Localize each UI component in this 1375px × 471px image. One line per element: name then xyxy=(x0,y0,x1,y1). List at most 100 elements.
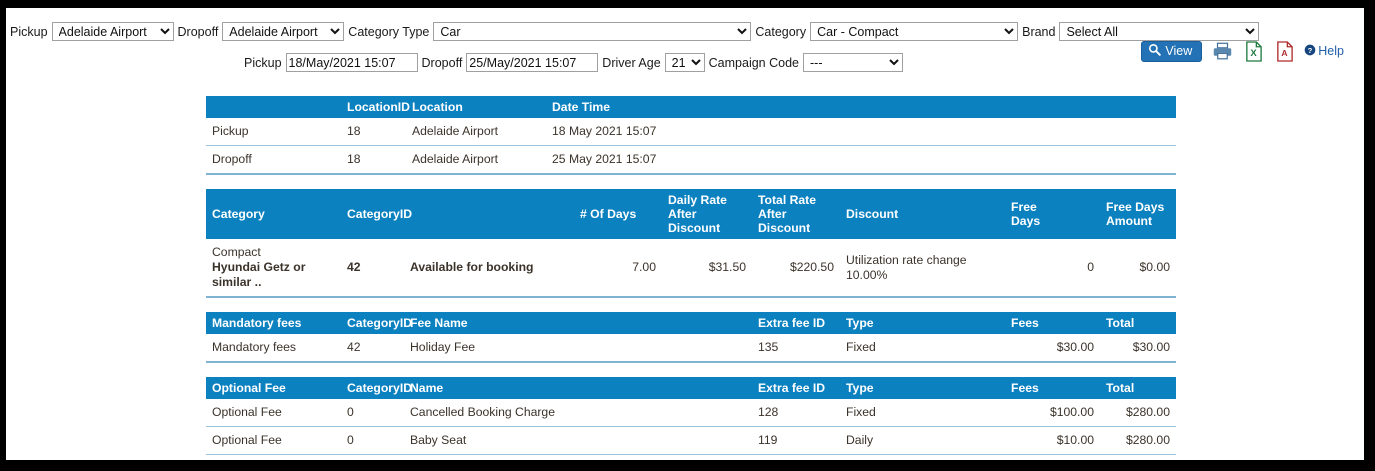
rate-th-free-days-amount: Free Days Amount xyxy=(1100,189,1176,239)
pdf-export-icon[interactable]: A xyxy=(1273,40,1295,62)
rate-th-num-days: # Of Days xyxy=(574,189,662,239)
rate-cell-category: Compact Hyundai Getz or similar .. xyxy=(206,239,341,298)
location-cell-kind: Pickup xyxy=(206,118,341,146)
optional-cell-extra-fee-id: 120 xyxy=(752,454,840,460)
view-button[interactable]: View xyxy=(1141,40,1203,62)
brand-label: Brand xyxy=(1022,24,1056,39)
table-row: Dropoff 18 Adelaide Airport 25 May 2021 … xyxy=(206,145,1176,175)
location-table: LocationID Location Date Time Pickup 18 … xyxy=(206,96,1176,175)
rate-cell-discount: Utilization rate change 10.00% xyxy=(840,239,1005,298)
category-type-label: Category Type xyxy=(348,24,430,39)
mandatory-cell-category-id: 42 xyxy=(341,334,404,363)
optional-cell-type: Fixed xyxy=(840,399,1005,427)
svg-text:?: ? xyxy=(1308,45,1313,54)
optional-th-total: Total xyxy=(1100,377,1176,399)
table-row: Mandatory fees 42 Holiday Fee 135 Fixed … xyxy=(206,334,1176,363)
table-row: Pickup 18 Adelaide Airport 18 May 2021 1… xyxy=(206,118,1176,146)
dropoff-datetime-input[interactable] xyxy=(466,53,599,72)
mandatory-th-extra-fee-id: Extra fee ID xyxy=(752,312,840,334)
rate-th-discount: Discount xyxy=(840,189,1005,239)
svg-text:A: A xyxy=(1281,48,1287,58)
category-type-select[interactable]: Car xyxy=(433,22,752,41)
mandatory-cell-type: Fixed xyxy=(840,334,1005,363)
svg-text:X: X xyxy=(1250,48,1257,59)
optional-cell-name: Cancelled Booking Charge xyxy=(404,399,752,427)
rate-th-daily-rate: Daily Rate After Discount xyxy=(662,189,752,239)
mandatory-th-fee-name: Fee Name xyxy=(404,312,752,334)
pickup-location-select[interactable]: Adelaide Airport xyxy=(51,22,174,41)
optional-fee-table: Optional Fee CategoryID Name Extra fee I… xyxy=(206,377,1176,460)
optional-cell-name: Baby Seat xyxy=(404,426,752,455)
report-page: Pickup Adelaide Airport Dropoff Adelaide… xyxy=(6,8,1364,460)
dropoff-location-label: Dropoff xyxy=(177,24,219,39)
location-cell-id: 18 xyxy=(341,118,406,146)
dropoff-datetime-label: Dropoff xyxy=(421,55,463,70)
campaign-code-select[interactable]: --- xyxy=(803,53,903,72)
pickup-location-label: Pickup xyxy=(10,24,48,39)
mandatory-cell-fee-name: Holiday Fee xyxy=(404,334,752,363)
optional-th-extra-fee-id: Extra fee ID xyxy=(752,377,840,399)
mandatory-cell-fees: $30.00 xyxy=(1005,334,1100,363)
optional-cell-category-id: 0 xyxy=(341,399,404,427)
driver-age-select[interactable]: 21 xyxy=(664,53,705,72)
search-icon xyxy=(1148,43,1162,59)
mandatory-cell-total: $30.00 xyxy=(1100,334,1176,363)
mandatory-th-category-id: CategoryID xyxy=(341,312,412,334)
category-label: Category xyxy=(755,24,807,39)
action-toolbar: View X A xyxy=(1141,40,1344,62)
optional-cell-total: $280.00 xyxy=(1100,426,1176,455)
location-th-blank xyxy=(206,96,341,118)
location-cell-name: Adelaide Airport xyxy=(406,145,546,175)
optional-th-category-id: CategoryID xyxy=(341,377,412,399)
mandatory-th-total: Total xyxy=(1100,312,1176,334)
location-cell-id: 18 xyxy=(341,145,406,175)
location-th-location-id: LocationID xyxy=(341,96,410,118)
pickup-datetime-input[interactable] xyxy=(285,53,418,72)
optional-cell-extra-fee-id: 119 xyxy=(752,426,840,455)
category-select[interactable]: Car - Compact xyxy=(810,22,1019,41)
excel-export-icon[interactable]: X xyxy=(1242,40,1264,62)
table-gap xyxy=(206,363,1176,377)
rate-cell-num-days: 7.00 xyxy=(574,239,662,298)
question-mark-icon: ? xyxy=(1304,44,1316,59)
help-link[interactable]: ? Help xyxy=(1304,44,1344,59)
table-row: Compact Hyundai Getz or similar .. 42 Av… xyxy=(206,239,1176,298)
mandatory-th-type: Type xyxy=(840,312,1005,334)
table-row: Optional Fee 0 Cancelled Booking Charge … xyxy=(206,399,1176,427)
printer-icon[interactable] xyxy=(1211,40,1233,62)
dropoff-location-select[interactable]: Adelaide Airport xyxy=(222,22,345,41)
rate-th-blank xyxy=(404,189,574,239)
rate-th-total-rate-line1: Total Rate xyxy=(758,193,817,207)
table-gap xyxy=(206,298,1176,312)
rate-cell-daily-rate: $31.50 xyxy=(662,239,752,298)
location-cell-kind: Dropoff xyxy=(206,145,341,175)
optional-cell-type: Daily xyxy=(840,426,1005,455)
rate-th-total-rate-line2: After Discount xyxy=(758,207,811,235)
help-link-label: Help xyxy=(1318,44,1344,58)
optional-cell-group: Optional Fee xyxy=(206,454,341,460)
mandatory-th-group: Mandatory fees xyxy=(206,312,341,334)
filter-row-secondary: Pickup Dropoff Driver Age 21 Campaign Co… xyxy=(244,53,903,72)
mandatory-cell-group: Mandatory fees xyxy=(206,334,341,363)
location-table-header-row: LocationID Location Date Time xyxy=(206,96,1176,118)
table-row: Optional Fee 0 Baby Seat 119 Daily $10.0… xyxy=(206,426,1176,455)
mandatory-th-fees: Fees xyxy=(1005,312,1100,334)
optional-cell-total: $280.00 xyxy=(1100,454,1176,460)
rate-cell-category-id: 42 xyxy=(341,239,404,298)
location-th-date-time: Date Time xyxy=(546,96,1176,118)
optional-th-type: Type xyxy=(840,377,1005,399)
optional-cell-type: Fixed xyxy=(840,454,1005,460)
optional-cell-fees: $150.00 xyxy=(1005,454,1100,460)
rate-cell-free-days-amount: $0.00 xyxy=(1100,239,1176,298)
optional-cell-fees: $100.00 xyxy=(1005,399,1100,427)
optional-fee-header-row: Optional Fee CategoryID Name Extra fee I… xyxy=(206,377,1176,399)
location-cell-name: Adelaide Airport xyxy=(406,118,546,146)
brand-select[interactable]: Select All xyxy=(1059,22,1260,41)
optional-cell-category-id: 0 xyxy=(341,426,404,455)
table-row: Optional Fee 0 Relocation Fee 120 Fixed … xyxy=(206,454,1176,460)
filter-toolbar: Pickup Adelaide Airport Dropoff Adelaide… xyxy=(6,8,1364,72)
rate-th-daily-rate-line2: After Discount xyxy=(668,207,721,235)
table-gap xyxy=(206,175,1176,189)
rate-th-daily-rate-line1: Daily Rate xyxy=(668,193,727,207)
location-th-location: Location xyxy=(406,96,546,118)
